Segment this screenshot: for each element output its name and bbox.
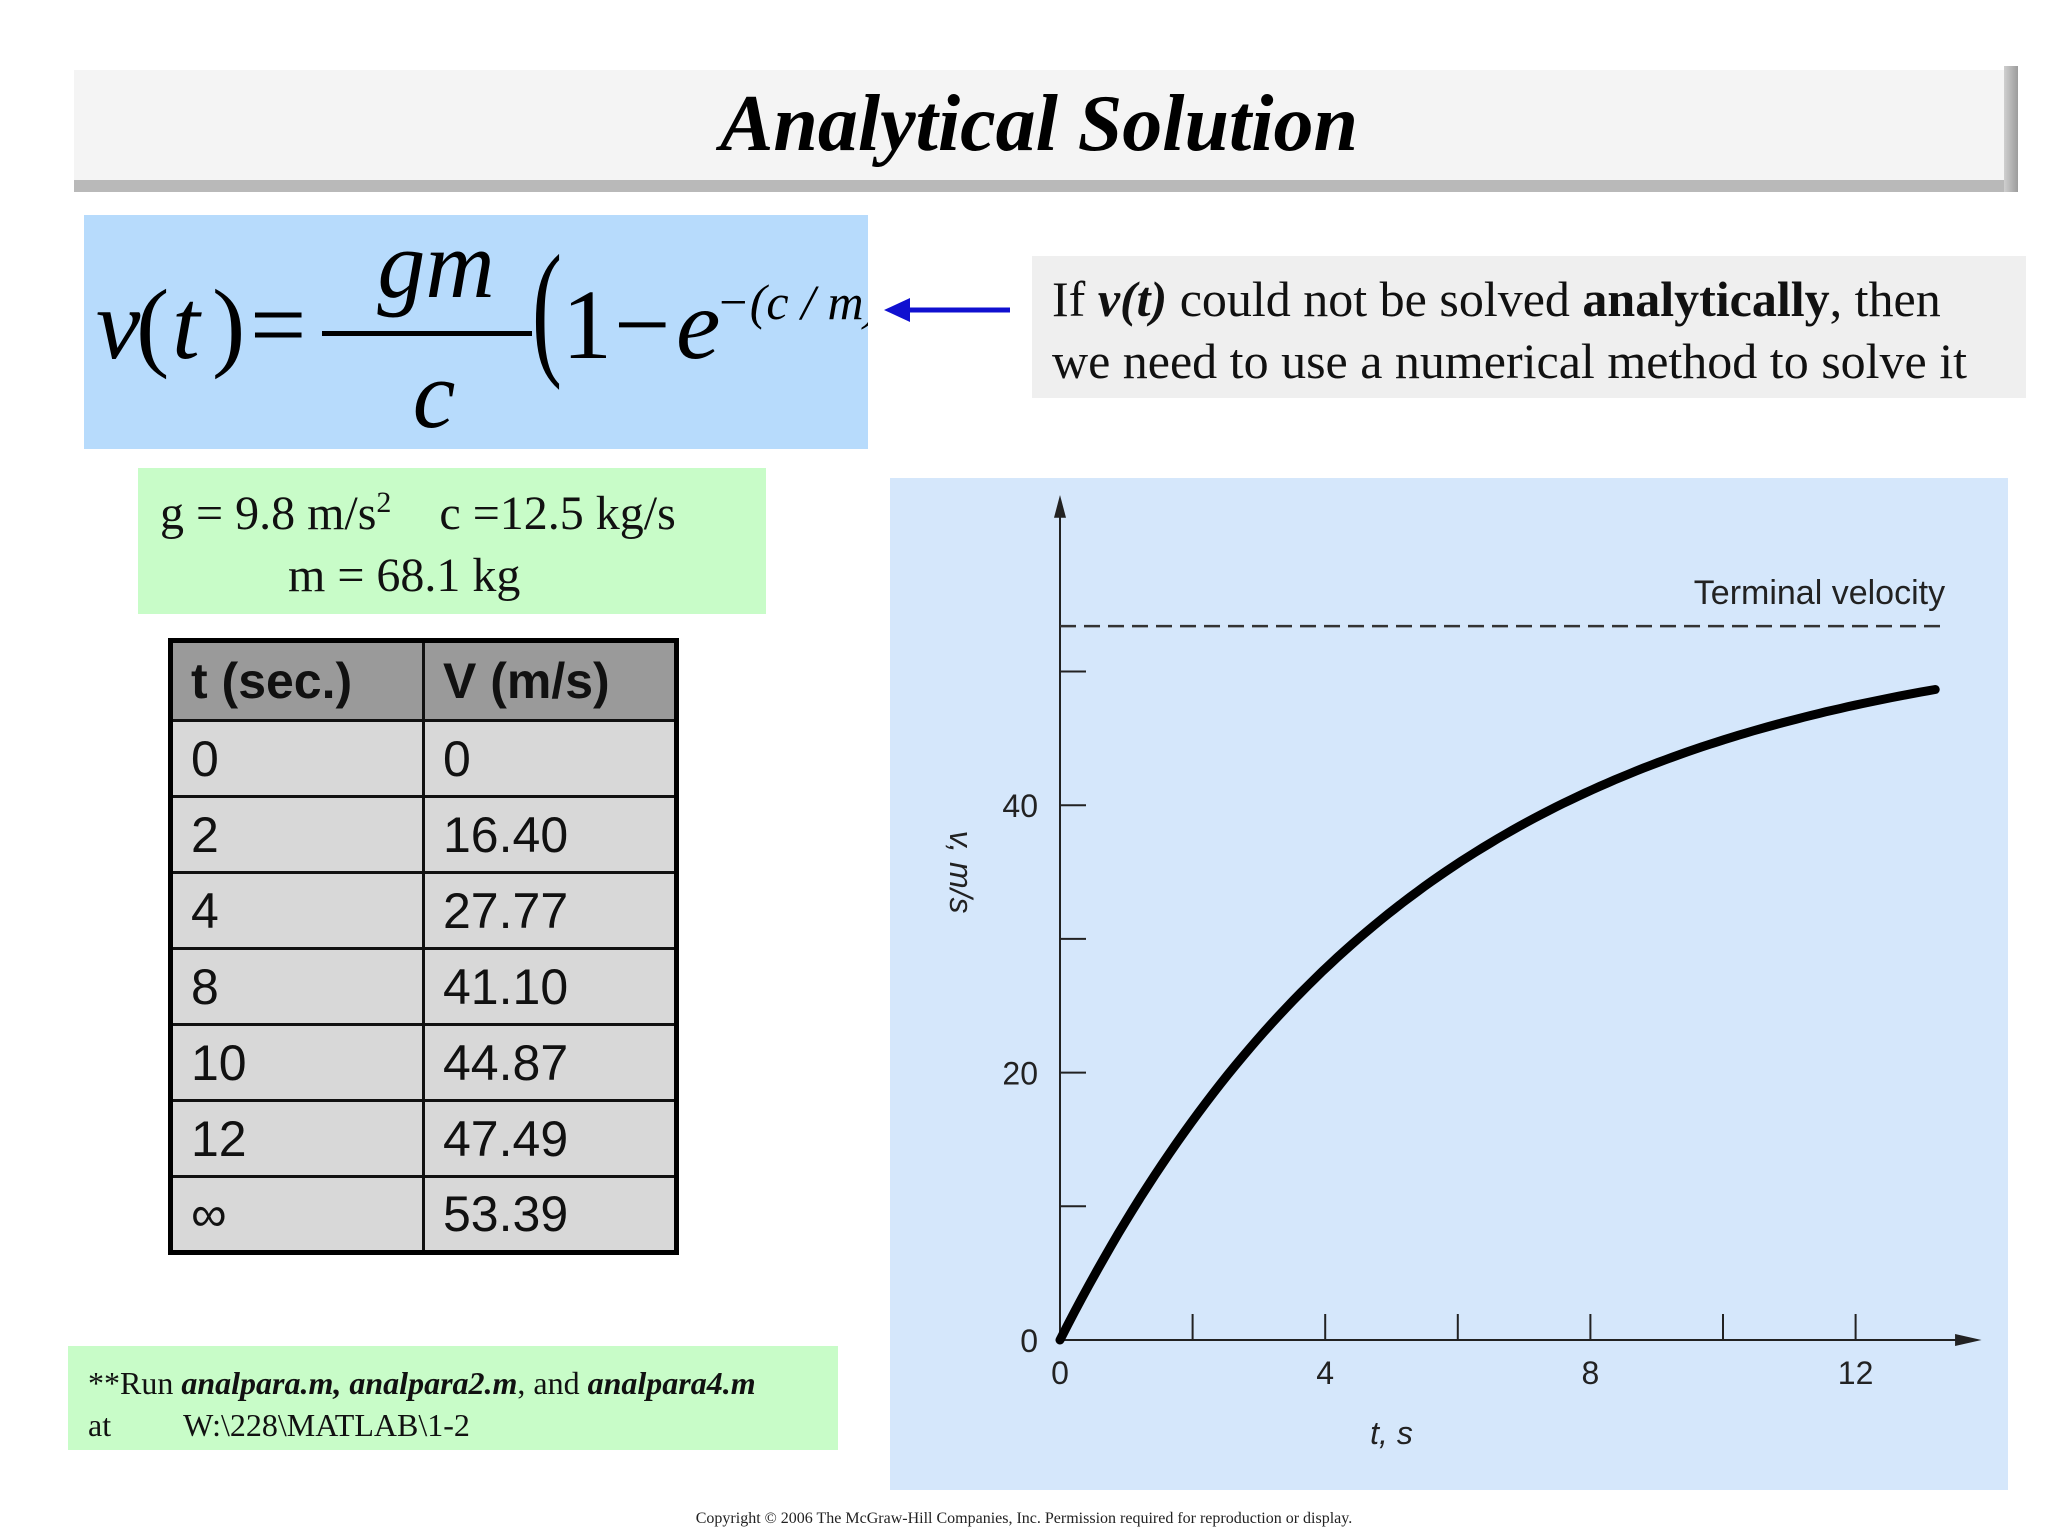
table-header-t: t (sec.) bbox=[169, 639, 425, 722]
table-cell-t: 2 bbox=[169, 795, 425, 874]
y-axis-label: v, m/s bbox=[943, 831, 979, 914]
run-file3: analpara4.m bbox=[587, 1365, 756, 1401]
x-tick-label: 4 bbox=[1316, 1355, 1334, 1391]
velocity-curve bbox=[1055, 685, 1940, 1345]
formula-denominator: c bbox=[412, 341, 456, 448]
run-files: analpara.m, analpara2.m bbox=[181, 1365, 518, 1401]
x-tick-label: 12 bbox=[1838, 1355, 1874, 1391]
x-tick-label: 0 bbox=[1051, 1355, 1069, 1391]
constant-g: g = 9.8 m/s bbox=[160, 487, 377, 540]
table-row: 4 27.77 bbox=[169, 871, 678, 950]
formula-box: v ( t ) = gm c ( 1 − e −(c / m)t ) bbox=[84, 215, 868, 449]
constant-m: m = 68.1 kg bbox=[288, 549, 521, 602]
chart-svg: 0 4 8 12 0 20 40 t, s v, m/s Terminal velocity bbox=[943, 495, 1982, 1451]
run-at: at bbox=[88, 1407, 112, 1443]
formula-lparen: ( bbox=[136, 269, 170, 380]
table-row: 10 44.87 bbox=[169, 1023, 678, 1102]
note-text-1: If bbox=[1052, 271, 1098, 327]
constants-line-1: g = 9.8 m/s2 c =12.5 kg/s bbox=[160, 486, 676, 541]
y-tick-label: 20 bbox=[1002, 1056, 1038, 1092]
formula-rparen: ) bbox=[212, 269, 246, 380]
table-header-v: V (m/s) bbox=[422, 639, 678, 722]
note-analytically: analytically bbox=[1582, 271, 1830, 327]
velocity-chart: 0 4 8 12 0 20 40 t, s v, m/s Terminal velocity bbox=[890, 478, 2008, 1490]
run-instructions: **Run analpara.m, analpara2.m, and analp… bbox=[68, 1346, 838, 1450]
table-row: 8 41.10 bbox=[169, 947, 678, 1026]
table-row: 2 16.40 bbox=[169, 795, 678, 874]
table-cell-v: 44.87 bbox=[422, 1023, 678, 1102]
run-and: , and bbox=[517, 1365, 588, 1401]
formula-one: 1 bbox=[562, 269, 612, 380]
constant-g-exponent: 2 bbox=[376, 486, 392, 519]
terminal-velocity-label: Terminal velocity bbox=[1694, 574, 1945, 612]
left-arrow-icon bbox=[884, 298, 1010, 322]
formula-equals: = bbox=[250, 269, 307, 380]
table-cell-t: 4 bbox=[169, 871, 425, 950]
run-prefix: **Run bbox=[88, 1365, 182, 1401]
table-cell-t: 0 bbox=[169, 719, 425, 798]
x-tick-label: 8 bbox=[1582, 1355, 1600, 1391]
table-cell-v: 27.77 bbox=[422, 871, 678, 950]
table-cell-v: 41.10 bbox=[422, 947, 678, 1026]
formula-v: v bbox=[96, 269, 141, 380]
x-axis-arrowhead bbox=[1955, 1334, 1982, 1346]
formula-t: t bbox=[172, 269, 200, 380]
table-cell-t: 8 bbox=[169, 947, 425, 1026]
table-cell-v: 47.49 bbox=[422, 1099, 678, 1178]
table-row: 12 47.49 bbox=[169, 1099, 678, 1178]
formula-exponent: −(c / m)t bbox=[716, 274, 868, 330]
formula-minus: − bbox=[614, 269, 671, 380]
constant-c: c =12.5 kg/s bbox=[439, 487, 676, 540]
note-text-3: could not be solved bbox=[1167, 271, 1583, 327]
table-row: ∞ 53.39 bbox=[169, 1175, 678, 1254]
x-axis-label: t, s bbox=[1370, 1415, 1413, 1451]
constants-box: g = 9.8 m/s2 c =12.5 kg/s m = 68.1 kg bbox=[138, 468, 766, 614]
note-text-5: , then we need to use a numerical method… bbox=[1052, 271, 1968, 389]
formula-numerator: gm bbox=[377, 215, 495, 318]
table-cell-t: 10 bbox=[169, 1023, 425, 1102]
table-header-row: t (sec.) V (m/s) bbox=[169, 639, 678, 722]
table-cell-t: ∞ bbox=[169, 1175, 425, 1254]
slide-title: Analytical Solution bbox=[720, 80, 1358, 168]
table-cell-v: 0 bbox=[422, 719, 678, 798]
title-banner: Analytical Solution bbox=[74, 66, 2018, 192]
table-cell-t: 12 bbox=[169, 1099, 425, 1178]
fraction-bar bbox=[322, 331, 532, 336]
run-path: W:\228\MATLAB\1-2 bbox=[183, 1407, 470, 1443]
note-box: If v(t) could not be solved analytically… bbox=[1032, 256, 2026, 398]
copyright-notice: Copyright © 2006 The McGraw-Hill Compani… bbox=[695, 1510, 1353, 1527]
formula-e: e bbox=[676, 269, 721, 380]
y-axis-arrowhead bbox=[1054, 495, 1066, 518]
note-vt: v(t) bbox=[1097, 271, 1168, 327]
table-cell-v: 16.40 bbox=[422, 795, 678, 874]
y-tick-label: 40 bbox=[1002, 788, 1038, 824]
table-cell-v: 53.39 bbox=[422, 1175, 678, 1254]
y-tick-label: 0 bbox=[1020, 1323, 1038, 1359]
formula-big-lparen: ( bbox=[532, 225, 562, 391]
